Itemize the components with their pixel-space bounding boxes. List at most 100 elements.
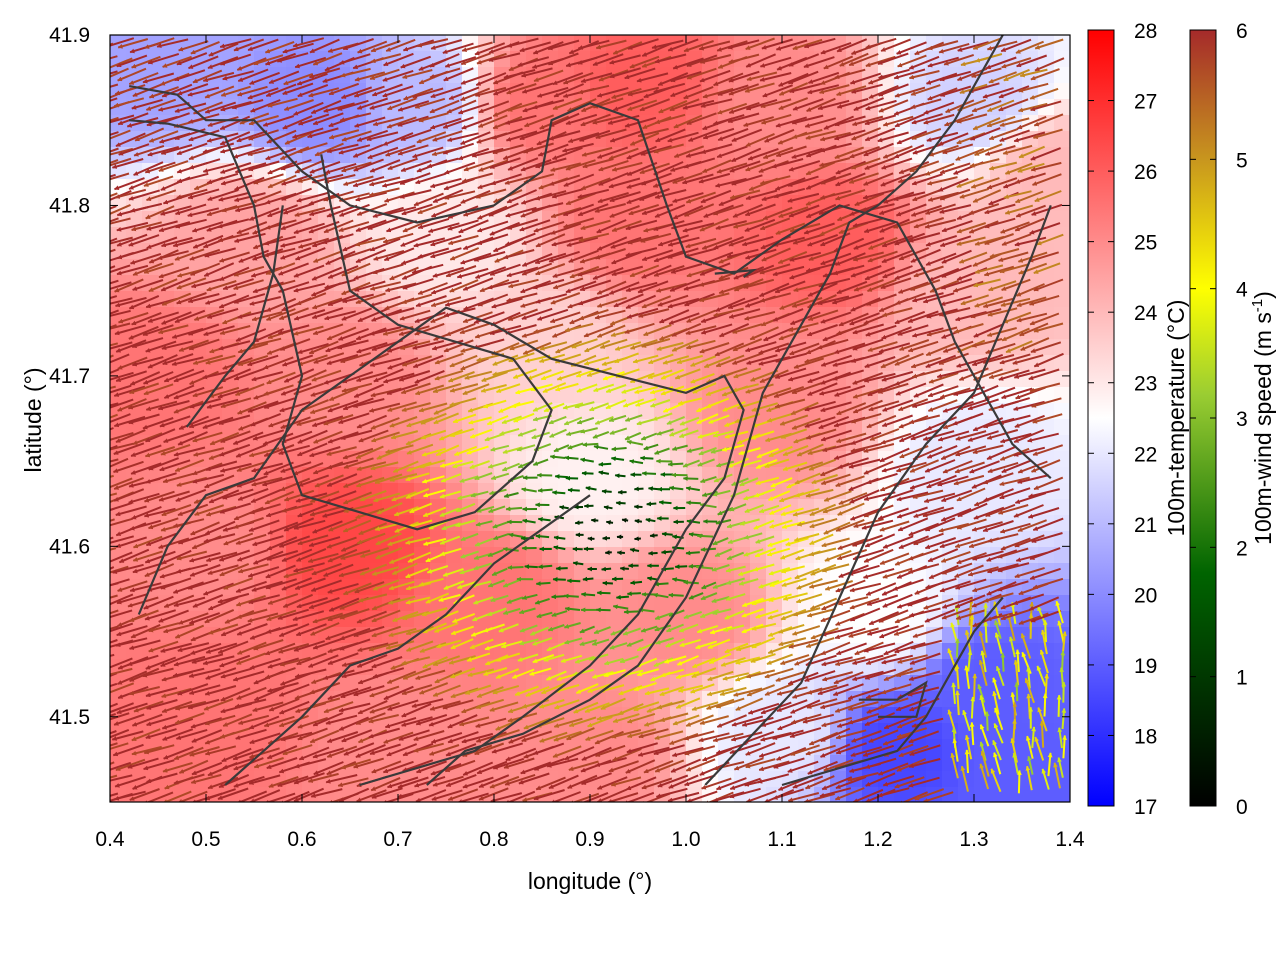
heatmap-cell: [110, 531, 127, 548]
heatmap-cell: [558, 563, 575, 580]
heatmap-cell: [606, 531, 623, 548]
heatmap-cell: [686, 403, 703, 420]
wind-vector: [601, 566, 612, 572]
wind-vector: [110, 474, 114, 478]
heatmap-cell: [222, 259, 239, 276]
wind-vector: [648, 550, 658, 556]
heatmap-cell: [702, 451, 719, 468]
wind-vector: [582, 442, 599, 448]
heatmap-cell: [990, 787, 1007, 802]
heatmap-cell: [686, 531, 703, 548]
heatmap-cell: [446, 707, 463, 724]
wind-vector: [110, 427, 114, 431]
heatmap-cell: [942, 691, 959, 708]
heatmap-cell: [222, 419, 239, 436]
wind-vector: [595, 607, 611, 613]
wind-vector: [602, 580, 613, 586]
heatmap-cell: [558, 451, 575, 468]
heatmap-cell: [686, 483, 703, 500]
wind-vector: [537, 564, 553, 569]
wind-vector: [580, 592, 596, 597]
wind-vector: [648, 486, 659, 492]
wind-vector: [614, 473, 626, 479]
heatmap-cell: [510, 483, 527, 500]
wind-vector: [641, 471, 657, 476]
heatmap-cell: [238, 99, 255, 116]
heatmap-cell: [558, 739, 575, 756]
wind-vector: [110, 566, 115, 570]
wind-vector: [555, 566, 568, 571]
wind-vector: [615, 594, 629, 600]
heatmap-cell: [1054, 291, 1070, 308]
heatmap-cell: [990, 675, 1007, 692]
heatmap-cell: [1038, 419, 1055, 436]
wind-vector: [574, 520, 584, 526]
heatmap-cell: [686, 547, 703, 564]
wind-vector: [667, 461, 684, 467]
heatmap-cell: [622, 611, 639, 628]
heatmap-cell: [1054, 83, 1070, 100]
heatmap-cell: [958, 675, 975, 692]
heatmap-cell: [1054, 99, 1070, 116]
wind-vector: [605, 520, 614, 525]
heatmap-cell: [1006, 787, 1023, 802]
heatmap-cell: [622, 515, 639, 532]
heatmap-cell: [366, 403, 383, 420]
heatmap-cell: [670, 723, 687, 740]
heatmap-cell: [190, 675, 207, 692]
heatmap-cell: [142, 419, 159, 436]
wind-vector: [611, 446, 627, 452]
heatmap-cell: [686, 499, 703, 516]
heatmap-cell: [1054, 195, 1070, 212]
heatmap-cell: [574, 35, 591, 52]
heatmap-cell: [1054, 387, 1070, 404]
wind-vector: [567, 487, 580, 493]
wind-vector: [559, 505, 569, 510]
heatmap-cell: [126, 83, 143, 100]
wind-vector: [626, 591, 641, 597]
wind-vector: [598, 461, 612, 467]
wind-vector: [601, 489, 612, 494]
wind-vector: [587, 536, 595, 542]
heatmap-cell: [222, 339, 239, 356]
heatmap-cell: [222, 403, 239, 420]
wind-vector: [564, 455, 579, 461]
wind-vector: [696, 533, 714, 539]
wind-vector: [582, 576, 594, 582]
wind-vector: [661, 549, 672, 555]
heatmap-cell: [302, 675, 319, 692]
wind-vector: [661, 531, 673, 537]
heatmap-cell: [110, 243, 127, 260]
heatmap-cell: [590, 467, 607, 484]
wind-vector: [566, 578, 581, 584]
wind-vector: [639, 455, 654, 461]
heatmap-cell: [558, 483, 575, 500]
heatmap-cell: [974, 675, 991, 692]
heatmap-cell: [510, 643, 527, 660]
heatmap-cell: [510, 515, 527, 532]
wind-vector: [604, 550, 612, 555]
heatmap-cell: [638, 547, 655, 564]
heatmap-cell: [1054, 499, 1070, 516]
heatmap-cell: [286, 547, 303, 564]
heatmap-cell: [542, 531, 559, 548]
heatmap-cell: [1054, 435, 1070, 452]
wind-vector: [535, 581, 551, 586]
heatmap-cell: [942, 723, 959, 740]
heatmap-cell: [126, 211, 143, 228]
wind-vector: [596, 590, 611, 596]
wind-vector: [633, 486, 644, 492]
wind-vector: [658, 500, 672, 505]
heatmap-cell: [1054, 515, 1070, 532]
heatmap-cell: [222, 451, 239, 468]
heatmap-cell: [606, 611, 623, 628]
heatmap-cell: [558, 467, 575, 484]
heatmap-cell: [590, 515, 607, 532]
heatmap-cell: [990, 643, 1007, 660]
wind-vector: [685, 500, 701, 506]
heatmap-cell: [1054, 131, 1070, 148]
heatmap-cell: [622, 451, 639, 468]
heatmap-cell: [1054, 339, 1070, 356]
heatmap-cell: [1006, 403, 1023, 420]
